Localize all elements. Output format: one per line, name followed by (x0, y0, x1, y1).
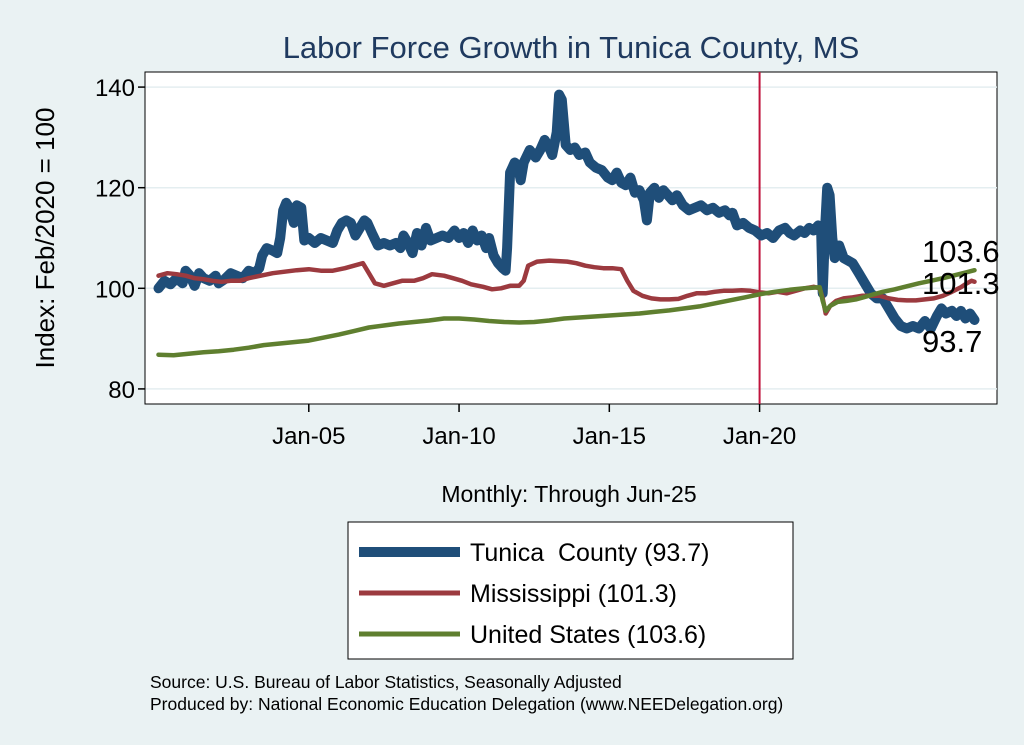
legend-label-united-states: United States (103.6) (470, 621, 706, 649)
x-tick-label: Jan-20 (723, 423, 796, 450)
end-label-tunica: 93.7 (922, 324, 982, 359)
plot-area (144, 71, 998, 405)
source-line-1: Source: U.S. Bureau of Labor Statistics,… (150, 672, 622, 692)
x-tick-label: Jan-10 (422, 423, 495, 450)
y-axis: 80 100 120 140 (95, 72, 146, 404)
y-tick-label: 140 (95, 75, 135, 102)
y-tick-label: 80 (108, 377, 135, 404)
x-tick-label: Jan-15 (573, 423, 646, 450)
y-axis-title: Index: Feb/2020 = 100 (30, 108, 60, 369)
series-line-mississippi (156, 258, 977, 316)
legend-label-tunica: Tunica County (93.7) (470, 539, 709, 567)
x-axis-title: Monthly: Through Jun-25 (441, 481, 696, 507)
legend-label-mississippi: Mississippi (101.3) (470, 580, 677, 608)
series-lines (153, 89, 980, 358)
end-label-united-states: 103.6 (922, 234, 1000, 269)
x-tick-label: Jan-05 (272, 423, 345, 450)
y-tick-label: 120 (95, 176, 135, 203)
series-line-tunica (153, 89, 980, 334)
chart-title: Labor Force Growth in Tunica County, MS (283, 30, 860, 65)
series-line-united-states (156, 267, 977, 358)
x-axis: Jan-05 Jan-10 Jan-15 Jan-20 (272, 404, 796, 450)
gridlines (145, 86, 997, 390)
y-tick-label: 100 (95, 276, 135, 303)
legend: Tunica County (93.7) Mississippi (101.3)… (347, 521, 794, 660)
end-label-mississippi: 101.3 (922, 266, 1000, 301)
source-line-2: Produced by: National Economic Education… (150, 694, 783, 714)
